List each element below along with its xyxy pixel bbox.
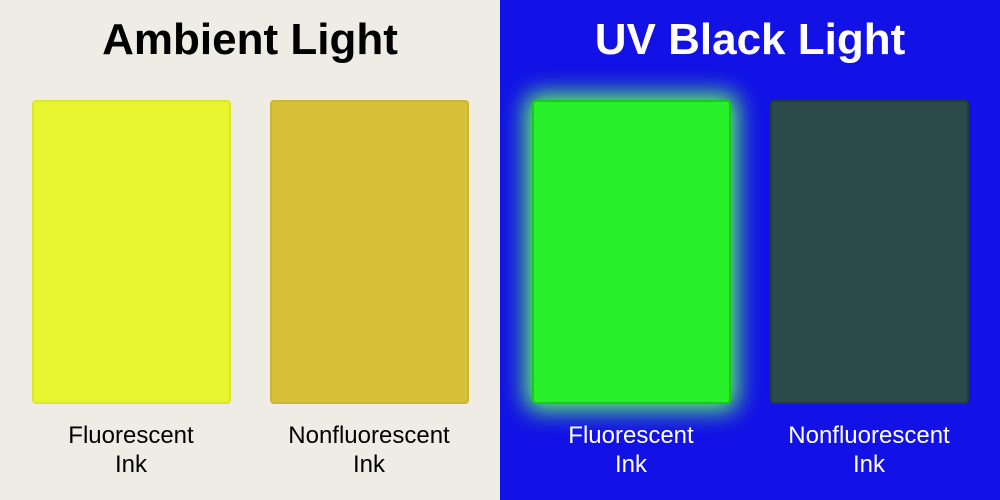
swatch-ambient-fluorescent [32, 100, 231, 404]
swatch-col-ambient-fluorescent: Fluorescent Ink [26, 100, 236, 480]
swatch-ambient-nonfluorescent [270, 100, 469, 404]
panel-uv-swatches: Fluorescent Ink Nonfluorescent Ink [500, 100, 1000, 480]
comparison-grid: Ambient Light Fluorescent Ink Nonfluores… [0, 0, 1000, 500]
panel-ambient-swatches: Fluorescent Ink Nonfluorescent Ink [0, 100, 500, 480]
caption-line2: Ink [615, 451, 647, 478]
caption-line2: Ink [115, 451, 147, 478]
caption-line1: Nonfluorescent [288, 422, 449, 449]
caption-line2: Ink [853, 451, 885, 478]
caption-line1: Fluorescent [68, 422, 193, 449]
swatch-col-ambient-nonfluorescent: Nonfluorescent Ink [264, 100, 474, 480]
panel-ambient: Ambient Light Fluorescent Ink Nonfluores… [0, 0, 500, 500]
caption-ambient-fluorescent: Fluorescent Ink [68, 422, 193, 480]
swatch-uv-fluorescent [532, 100, 731, 404]
swatch-uv-nonfluorescent [770, 100, 969, 404]
swatch-col-uv-fluorescent: Fluorescent Ink [526, 100, 736, 480]
panel-uv-title: UV Black Light [500, 18, 1000, 62]
caption-line2: Ink [353, 451, 385, 478]
panel-ambient-title: Ambient Light [0, 18, 500, 62]
caption-uv-fluorescent: Fluorescent Ink [568, 422, 693, 480]
panel-uv: UV Black Light Fluorescent Ink Nonfluore… [500, 0, 1000, 500]
caption-ambient-nonfluorescent: Nonfluorescent Ink [288, 422, 449, 480]
caption-line1: Nonfluorescent [788, 422, 949, 449]
caption-line1: Fluorescent [568, 422, 693, 449]
caption-uv-nonfluorescent: Nonfluorescent Ink [788, 422, 949, 480]
swatch-col-uv-nonfluorescent: Nonfluorescent Ink [764, 100, 974, 480]
